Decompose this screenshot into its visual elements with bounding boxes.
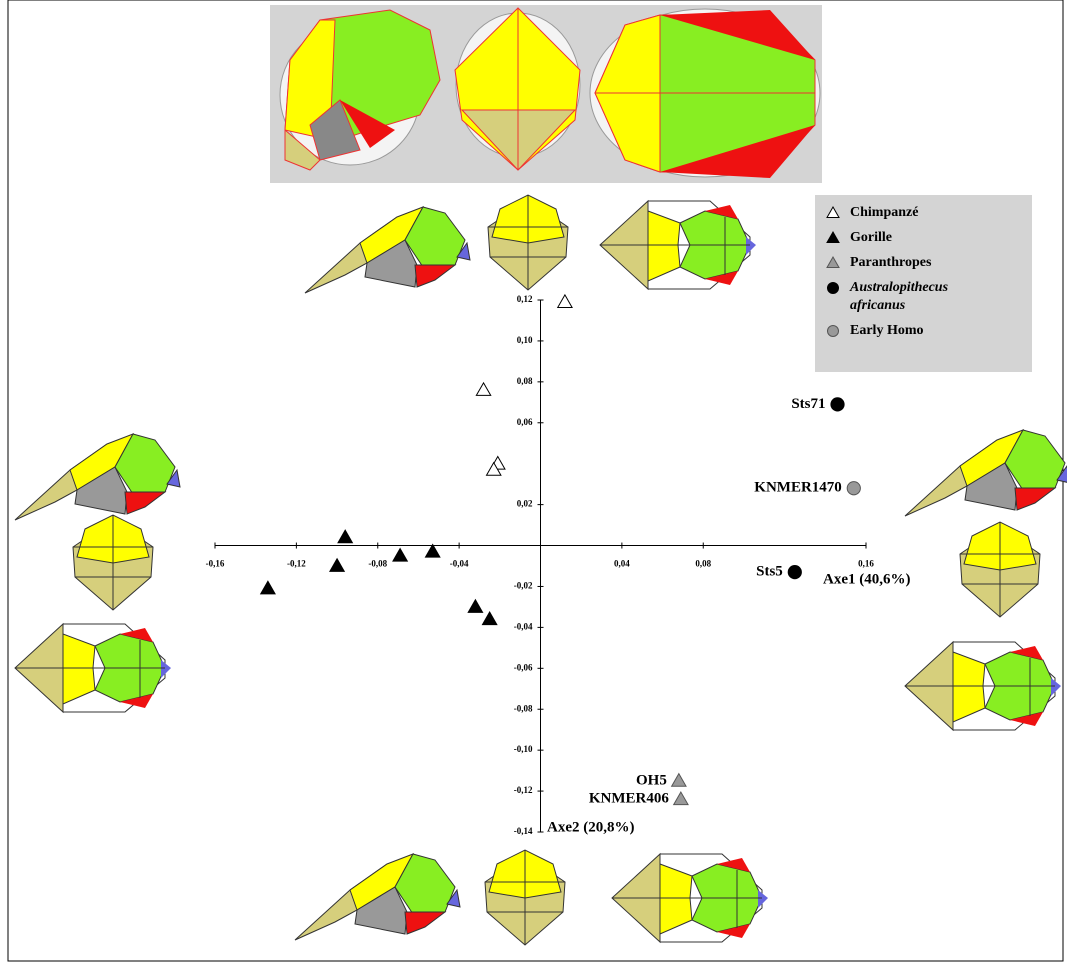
x-tick-label: -0,12 xyxy=(287,559,306,569)
point xyxy=(787,565,802,580)
point xyxy=(826,230,840,243)
reference-skulls xyxy=(270,5,822,183)
y-tick-label: 0,08 xyxy=(517,376,533,386)
point xyxy=(826,205,840,218)
y-tick-label: 0,12 xyxy=(517,294,533,304)
legend-label: Chimpanzé xyxy=(850,205,918,220)
y-tick-label: -0,04 xyxy=(514,621,533,631)
y-tick-label: 0,06 xyxy=(517,417,533,427)
point xyxy=(827,282,839,294)
point xyxy=(337,529,354,544)
x-tick-label: 0,16 xyxy=(858,559,874,569)
point xyxy=(329,557,346,572)
point-label: KNMER1470 xyxy=(754,480,842,496)
point-label: KNMER406 xyxy=(589,791,669,807)
y-tick-label: -0,12 xyxy=(514,785,533,795)
x-tick-label: -0,04 xyxy=(450,559,469,569)
point xyxy=(392,547,409,562)
y-tick-label: -0,06 xyxy=(514,662,533,672)
point-label: OH5 xyxy=(636,772,667,788)
x-axis-title: Axe1 (40,6%) xyxy=(823,571,910,587)
y-tick-label: -0,10 xyxy=(514,744,533,754)
legend-label: Australopithecus africanus xyxy=(849,280,952,313)
legend-label: Early Homo xyxy=(850,323,924,338)
legend xyxy=(815,195,1032,372)
x-tick-label: 0,04 xyxy=(614,559,630,569)
point xyxy=(670,772,687,787)
point-label: Sts5 xyxy=(756,564,783,580)
y-tick-label: -0,08 xyxy=(514,703,533,713)
legend-label: Paranthropes xyxy=(850,255,932,270)
y-tick-label: -0,02 xyxy=(514,581,533,591)
point xyxy=(259,580,276,595)
point xyxy=(467,598,484,613)
legend-label: Gorille xyxy=(850,230,892,245)
point xyxy=(826,255,840,268)
point xyxy=(481,610,498,626)
y-tick-label: -0,14 xyxy=(514,826,533,836)
y-tick-label: 0,02 xyxy=(517,499,533,509)
point xyxy=(485,461,502,476)
point xyxy=(556,293,573,308)
x-tick-label: -0,16 xyxy=(206,559,225,569)
y-axis-title: Axe2 (20,8%) xyxy=(547,819,634,835)
point xyxy=(830,397,845,412)
point xyxy=(827,325,839,337)
point xyxy=(424,543,441,558)
x-tick-label: 0,08 xyxy=(695,559,711,569)
point xyxy=(475,381,492,396)
point xyxy=(846,481,861,496)
point xyxy=(672,791,689,806)
x-tick-label: -0,08 xyxy=(368,559,387,569)
point-label: Sts71 xyxy=(791,396,825,412)
y-tick-label: 0,10 xyxy=(517,335,533,345)
